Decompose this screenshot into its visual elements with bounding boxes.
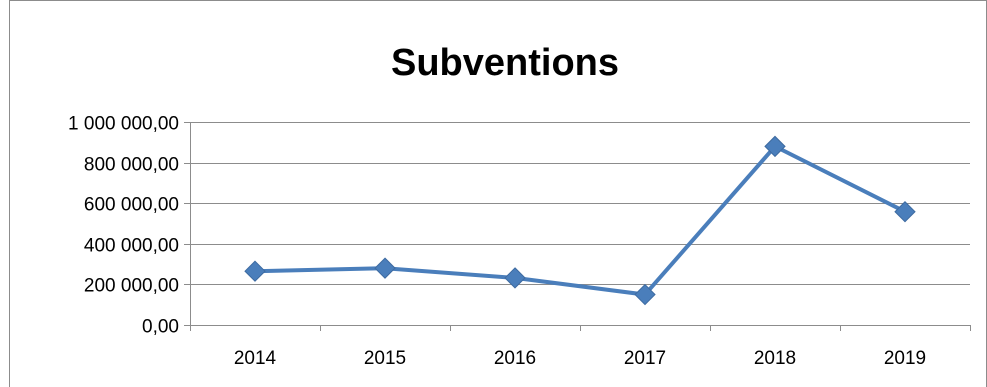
data-series: [244, 135, 916, 306]
axes: [184, 122, 971, 331]
y-tick-label: 600 000,00: [84, 195, 179, 216]
data-point-marker: [894, 201, 916, 223]
x-tick-labels: 2014 2015 2016 2017 2018 2019: [234, 348, 926, 369]
data-point-marker: [764, 135, 786, 158]
x-tick-label: 2017: [624, 348, 666, 369]
chart-title: Subventions: [391, 42, 619, 84]
y-tick-labels: 0,00 200 000,00 400 000,00 600 000,00 800 00…: [68, 114, 179, 338]
y-tick-label: 1 000 000,00: [68, 114, 179, 135]
data-point-marker: [634, 283, 656, 306]
x-tick-label: 2018: [754, 348, 796, 369]
y-tick-label: 800 000,00: [84, 155, 179, 176]
x-tick-label: 2014: [234, 348, 277, 369]
y-tick-label: 400 000,00: [84, 236, 179, 257]
y-tick-label: 0,00: [142, 317, 179, 338]
data-point-marker: [244, 260, 266, 282]
gridlines: [190, 122, 970, 285]
x-tick-label: 2015: [364, 348, 406, 369]
data-point-marker: [374, 257, 396, 279]
data-point-marker: [504, 267, 526, 289]
y-tick-label: 200 000,00: [84, 276, 179, 297]
x-tick-label: 2016: [494, 348, 536, 369]
x-tick-label: 2019: [884, 348, 926, 369]
series-line: [254, 144, 906, 297]
